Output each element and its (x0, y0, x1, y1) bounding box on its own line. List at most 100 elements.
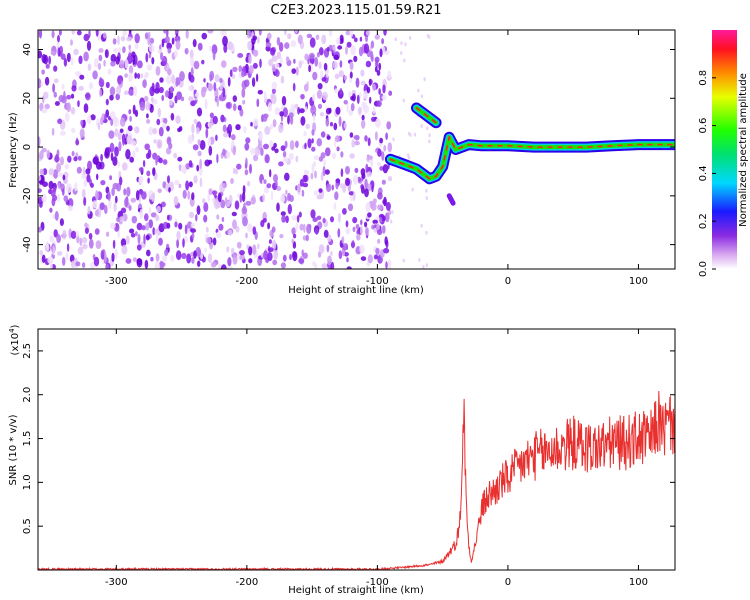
y-tick-label: -40 (22, 236, 33, 252)
noise-cell (144, 213, 149, 222)
noise-cell (343, 252, 349, 257)
noise-cell (257, 89, 263, 95)
noise-cell (146, 249, 151, 257)
noise-cell (162, 159, 168, 165)
noise-cell (317, 83, 323, 90)
noise-cell (134, 43, 139, 50)
noise-cell (242, 216, 248, 227)
noise-cell (311, 138, 314, 144)
noise-cell (228, 194, 233, 204)
noise-cell (212, 50, 216, 61)
noise-cell (146, 170, 151, 177)
noise-cell (114, 146, 119, 157)
noise-cell (38, 226, 42, 233)
noise-cell (155, 253, 160, 262)
noise-cell (184, 224, 188, 235)
noise-cell (305, 123, 310, 129)
noise-cell (75, 230, 79, 238)
noise-cell (122, 30, 127, 37)
noise-cell (239, 108, 244, 117)
noise-cell (218, 223, 224, 231)
noise-cell (365, 30, 371, 36)
noise-cell (175, 40, 181, 50)
noise-cell (79, 128, 85, 139)
x-tick-label: -100 (366, 577, 389, 588)
noise-cell (334, 88, 338, 94)
noise-cell (287, 33, 292, 40)
noise-cell (402, 258, 405, 263)
noise-cell (198, 166, 203, 176)
noise-cell (366, 86, 371, 94)
noise-cell (280, 211, 286, 217)
noise-cell (136, 222, 143, 231)
noise-cell (285, 189, 288, 195)
colorbar-tick-label: 0.6 (698, 118, 709, 134)
noise-cell (212, 237, 217, 246)
noise-cell (197, 139, 201, 146)
y-tick-label: 20 (22, 92, 33, 105)
noise-cell (175, 115, 181, 124)
noise-cell (322, 217, 326, 224)
noise-cell (66, 183, 73, 194)
noise-cell (204, 247, 207, 253)
noise-cell (70, 93, 75, 99)
noise-cell (278, 123, 284, 133)
noise-cell (78, 85, 84, 91)
noise-cell (56, 234, 61, 243)
noise-cell (367, 171, 372, 177)
noise-cell (243, 202, 246, 213)
noise-cell (108, 199, 112, 210)
noise-cell (67, 205, 73, 212)
noise-cell (351, 139, 356, 148)
noise-cell (250, 196, 256, 205)
noise-cell (111, 252, 115, 262)
y-tick-label: 0 (22, 144, 33, 150)
noise-cell (367, 212, 372, 218)
noise-cell (301, 189, 305, 197)
noise-cell (359, 244, 365, 254)
noise-cell (83, 179, 88, 187)
noise-cell (109, 86, 116, 96)
noise-cell (207, 30, 214, 34)
noise-cell (120, 207, 127, 214)
noise-cell (287, 203, 292, 215)
noise-cell (81, 172, 88, 180)
noise-cell (365, 202, 371, 213)
noise-cell (127, 125, 133, 132)
noise-cell (39, 250, 43, 256)
noise-cell (193, 175, 198, 184)
noise-cell (248, 53, 252, 64)
noise-cell (332, 61, 338, 69)
noise-cell (368, 78, 372, 87)
noise-cell (123, 90, 129, 95)
noise-cell (220, 30, 225, 37)
noise-cell (290, 116, 294, 125)
noise-cell (239, 194, 243, 203)
noise-cell (190, 67, 194, 77)
noise-cell (203, 202, 209, 213)
noise-cell (57, 47, 61, 57)
noise-cell (216, 214, 220, 220)
noise-cell (239, 250, 245, 256)
noise-cell (178, 222, 183, 230)
noise-cell (92, 70, 98, 80)
noise-cell (70, 56, 74, 66)
noise-cell (304, 142, 307, 150)
noise-cell (375, 247, 380, 255)
noise-cell (267, 32, 272, 40)
noise-cell (44, 243, 50, 253)
noise-cell (157, 107, 161, 118)
noise-cell (271, 88, 276, 95)
noise-cell (288, 153, 294, 160)
noise-cell (158, 237, 163, 246)
noise-cell (134, 72, 138, 79)
noise-cell (361, 119, 366, 129)
noise-cell (335, 135, 340, 143)
noise-cell (202, 198, 206, 204)
noise-cell (303, 131, 307, 136)
noise-cell (41, 193, 47, 203)
noise-cell (322, 166, 326, 177)
noise-cell (195, 214, 198, 222)
noise-cell (154, 261, 160, 269)
colorbar-tick-label: 0.8 (698, 70, 709, 86)
